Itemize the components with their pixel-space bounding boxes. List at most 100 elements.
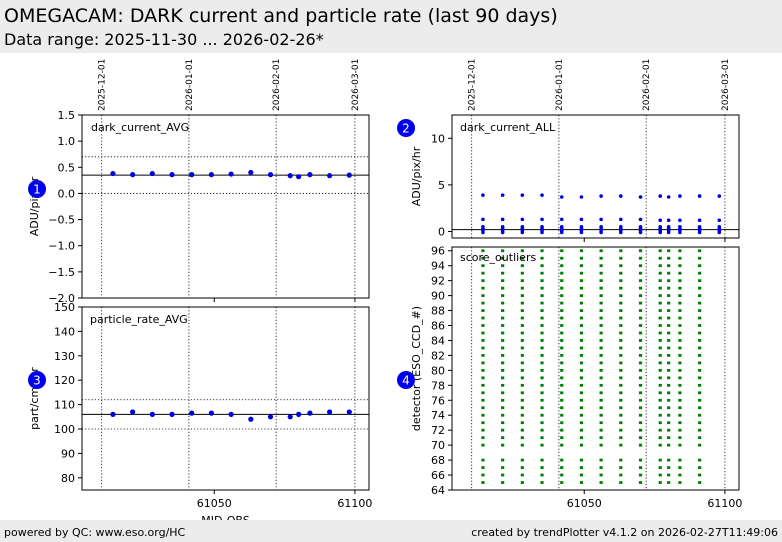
outlier-mark — [501, 316, 505, 320]
panel-title: dark_current_ALL — [460, 121, 556, 134]
panel-number-label: 3 — [33, 374, 41, 388]
outlier-mark — [619, 339, 623, 342]
outlier-mark — [698, 398, 702, 402]
outlier-mark — [638, 361, 643, 365]
outlier-mark — [667, 398, 671, 402]
outlier-mark — [619, 428, 623, 432]
outlier-mark — [599, 436, 603, 440]
outlier-mark — [698, 271, 702, 275]
data-point — [307, 410, 313, 416]
outlier-mark — [698, 383, 702, 387]
y-tick-label: 90 — [431, 290, 445, 303]
outlier-mark — [540, 481, 544, 484]
y-tick-label: 0.5 — [58, 161, 76, 174]
outlier-mark — [619, 481, 623, 484]
panel-number-label: 4 — [402, 374, 410, 388]
outlier-mark — [658, 376, 662, 380]
outlier-mark — [619, 383, 623, 387]
outlier-mark — [501, 383, 505, 387]
y-tick-label: −0.5 — [48, 214, 75, 227]
footer-bar: powered by QC: www.eso.org/HC created by… — [0, 520, 782, 542]
outlier-mark — [667, 309, 671, 312]
outlier-mark — [658, 249, 662, 253]
outlier-mark — [501, 413, 505, 417]
data-point — [346, 409, 352, 415]
outlier-mark — [619, 301, 623, 305]
outlier-mark — [481, 286, 485, 290]
outlier-mark — [698, 316, 702, 320]
outlier-mark — [481, 361, 485, 365]
date-axis-label: 2026-03-01 — [351, 59, 361, 111]
outlier-mark — [638, 324, 643, 327]
outlier-mark — [698, 436, 702, 440]
y-tick-label: 120 — [54, 374, 75, 387]
outlier-mark — [520, 339, 524, 342]
outlier-mark — [599, 301, 603, 305]
outlier-mark — [540, 256, 544, 260]
data-point — [296, 174, 302, 180]
y-tick-label: 1.0 — [58, 135, 76, 148]
outlier-mark — [579, 271, 584, 275]
outlier-mark — [638, 458, 643, 462]
outlier-mark — [698, 473, 702, 477]
outlier-mark — [619, 466, 623, 469]
outlier-mark — [520, 406, 524, 410]
outlier-mark — [501, 406, 505, 410]
outlier-mark — [658, 279, 662, 283]
outlier-mark — [501, 324, 505, 327]
outlier-mark — [579, 368, 584, 372]
outlier-mark — [520, 428, 524, 432]
outlier-mark — [481, 398, 485, 402]
outlier-mark — [560, 406, 564, 410]
outlier-mark — [678, 368, 682, 372]
y-tick-label: 0 — [438, 225, 445, 238]
data-point-high — [697, 194, 702, 198]
outlier-mark — [667, 346, 671, 350]
outlier-mark — [678, 286, 682, 290]
outlier-mark — [501, 301, 505, 305]
panel-particle-rate-AVG: 80 90 100 110 120 130 140 150 61050 61100 particle… — [28, 301, 372, 527]
y-tick-label: 80 — [61, 472, 75, 485]
outlier-mark — [698, 279, 702, 283]
outlier-mark — [560, 458, 564, 462]
data-point — [296, 411, 302, 417]
outlier-mark — [579, 481, 584, 484]
date-axis-label: 2026-02-01 — [642, 59, 652, 111]
outlier-mark — [540, 466, 544, 469]
outlier-mark — [481, 316, 485, 320]
outlier-mark — [667, 481, 671, 484]
data-point — [208, 410, 215, 416]
y-tick-label: 66 — [431, 469, 445, 482]
outlier-mark — [599, 339, 603, 342]
data-point — [346, 172, 352, 178]
data-point — [327, 409, 333, 415]
y-tick-label: 1.5 — [58, 109, 76, 122]
outlier-mark — [638, 271, 643, 275]
outlier-mark — [481, 354, 485, 357]
outlier-mark — [667, 331, 671, 335]
outlier-mark — [520, 346, 524, 350]
outlier-mark — [667, 428, 671, 432]
y-tick-label: 94 — [431, 260, 445, 273]
y-tick-label: 96 — [431, 245, 445, 258]
outlier-mark — [540, 361, 544, 365]
outlier-mark — [599, 294, 603, 297]
outlier-mark — [638, 309, 643, 312]
outlier-mark — [678, 391, 682, 395]
outlier-mark — [678, 473, 682, 477]
outlier-mark — [599, 458, 603, 462]
outlier-mark — [560, 346, 564, 350]
data-point — [110, 170, 116, 177]
outlier-mark — [619, 271, 623, 275]
y-tick-label: −2.0 — [48, 292, 75, 305]
outlier-mark — [579, 421, 584, 425]
outlier-mark — [678, 331, 682, 335]
outlier-mark — [520, 279, 524, 283]
outlier-mark — [619, 361, 623, 365]
data-point-mid — [599, 217, 603, 222]
outlier-mark — [698, 428, 702, 432]
outlier-mark — [481, 368, 485, 372]
outlier-mark — [520, 316, 524, 320]
outlier-mark — [520, 458, 524, 462]
